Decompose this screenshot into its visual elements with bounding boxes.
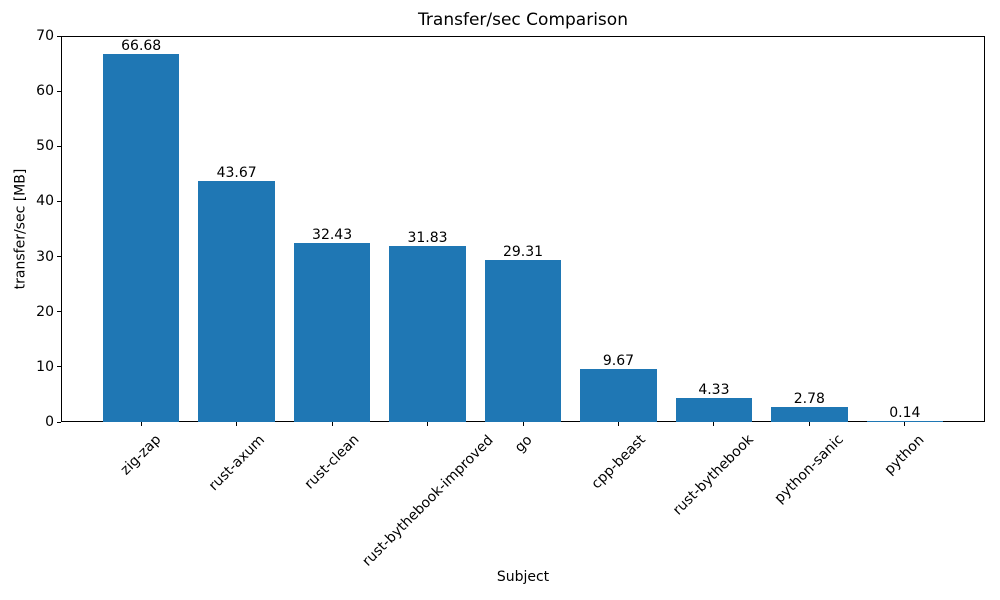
y-tick-mark: [57, 200, 61, 202]
bar-value-label: 32.43: [312, 227, 353, 244]
x-tick-label: python-sanic: [771, 431, 848, 508]
x-tick-label: rust-bythebook-improved: [358, 431, 497, 570]
y-tick-mark: [57, 366, 61, 368]
y-tick-label: 0: [45, 414, 54, 430]
bar-value-label: 2.78: [793, 390, 825, 407]
bar-value-label: 4.33: [698, 382, 730, 399]
y-tick-mark: [57, 145, 61, 147]
x-tick-mark: [808, 422, 810, 426]
bar-value-label: 0.14: [889, 405, 921, 422]
bar: [484, 260, 562, 422]
x-tick-mark: [236, 422, 238, 426]
bar-value-label: 66.68: [121, 38, 162, 55]
x-tick-mark: [140, 422, 142, 426]
bar: [580, 368, 657, 422]
y-tick-label: 40: [36, 193, 54, 210]
x-tick-mark: [617, 422, 619, 426]
bar-value-label: 29.31: [502, 244, 544, 261]
y-tick-label: 50: [36, 138, 54, 155]
x-tick-label: go: [511, 431, 536, 456]
y-tick-mark: [57, 35, 61, 37]
y-tick-label: 20: [36, 303, 54, 320]
y-tick-mark: [57, 256, 61, 258]
x-tick-label: python: [881, 431, 928, 478]
x-tick-mark: [904, 422, 906, 426]
bar: [675, 398, 753, 422]
y-tick-mark: [57, 311, 61, 313]
chart-title: Transfer/sec Comparison: [418, 10, 628, 30]
x-tick-label: rust-bythebook: [670, 432, 758, 519]
y-tick-label: 70: [36, 28, 54, 44]
x-axis-label: Subject: [496, 569, 550, 585]
x-tick-mark: [713, 422, 715, 426]
bar-value-label: 31.83: [407, 230, 448, 247]
x-tick-mark: [331, 422, 333, 426]
y-tick-label: 60: [36, 83, 54, 100]
y-tick-label: 10: [36, 358, 54, 375]
x-tick-mark: [427, 422, 429, 426]
bar: [293, 243, 371, 422]
y-axis-label: transfer/sec [MB]: [12, 168, 29, 290]
y-tick-mark: [57, 421, 61, 423]
x-tick-label: cpp-beast: [588, 431, 649, 493]
x-tick-label: rust-axum: [205, 432, 268, 495]
x-tick-mark: [522, 422, 524, 426]
x-tick-label: rust-clean: [301, 431, 363, 493]
bar: [198, 181, 275, 422]
y-tick-mark: [57, 90, 61, 92]
y-tick-label: 30: [36, 248, 54, 265]
bar-value-label: 43.67: [216, 165, 257, 182]
bar: [103, 54, 180, 422]
bar: [389, 246, 466, 422]
bar: [771, 406, 848, 422]
x-tick-label: zig-zap: [117, 431, 165, 479]
bar-value-label: 9.67: [602, 352, 635, 369]
bar: [866, 421, 943, 422]
